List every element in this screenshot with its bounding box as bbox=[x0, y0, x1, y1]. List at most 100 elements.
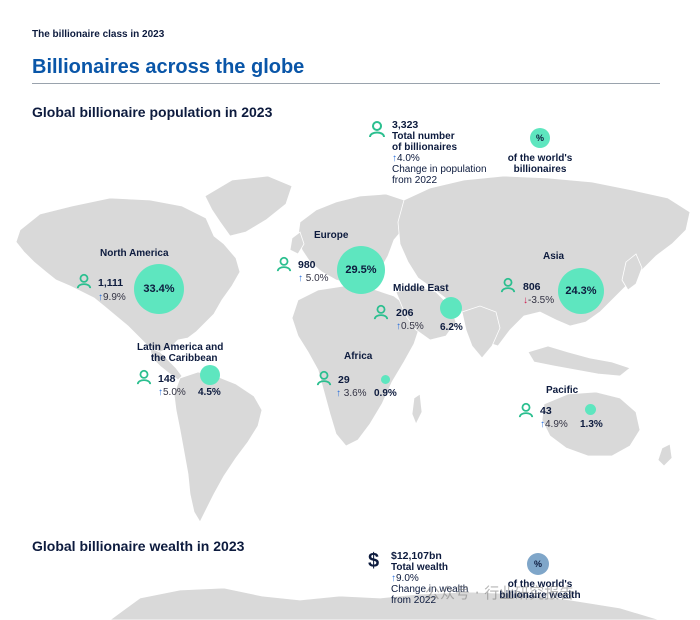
region-change-value: 0.5% bbox=[401, 321, 424, 332]
north-america-shape bbox=[15, 197, 241, 353]
person-icon bbox=[369, 121, 385, 138]
region-name-middle-east: Middle East bbox=[393, 283, 449, 294]
middle-east-shape bbox=[395, 285, 457, 341]
pct-label-latam: 4.5% bbox=[198, 387, 221, 398]
legend-change-value: 4.0% bbox=[397, 153, 420, 164]
region-count-africa: 29 bbox=[338, 374, 350, 386]
bubble-asia: 24.3% bbox=[558, 268, 604, 314]
legend-change: ↑4.0% bbox=[392, 153, 487, 164]
wealth-pct-label-1: of the world's bbox=[507, 579, 573, 590]
madagascar-shape bbox=[411, 393, 423, 425]
person-icon bbox=[76, 273, 92, 289]
region-change-value: -3.5% bbox=[528, 295, 555, 306]
page-title: Billionaires across the globe bbox=[32, 56, 305, 78]
region-count-latam: 148 bbox=[158, 373, 176, 385]
region-change-value: 4.9% bbox=[545, 419, 568, 430]
region-change-asia: ↓-3.5% bbox=[523, 295, 554, 306]
kicker: The billionaire class in 2023 bbox=[32, 29, 165, 40]
africa-shape bbox=[291, 285, 421, 447]
region-change-north-america: ↑9.9% bbox=[98, 292, 126, 303]
region-name-pacific: Pacific bbox=[546, 385, 579, 396]
wealth-pct-label-2: billionaire wealth bbox=[499, 590, 581, 601]
legend-pct-bubble: % bbox=[530, 128, 550, 148]
region-name-europe: Europe bbox=[314, 230, 349, 241]
up-arrow-icon: ↑ bbox=[396, 321, 401, 332]
up-arrow-icon: ↑ bbox=[158, 387, 163, 398]
bubble-europe: 29.5% bbox=[337, 246, 385, 294]
legend-change-label-2: from 2022 bbox=[392, 175, 438, 186]
region-change-africa: ↑ 3.6% bbox=[336, 388, 367, 399]
bubble-latam bbox=[200, 365, 220, 385]
dollar-icon: $ bbox=[368, 550, 380, 572]
up-arrow-icon: ↑ bbox=[98, 292, 103, 303]
up-arrow-icon: ↑ bbox=[392, 153, 397, 164]
region-name-africa: Africa bbox=[344, 351, 373, 362]
person-icon bbox=[518, 402, 534, 418]
region-change-value: 5.0% bbox=[305, 273, 329, 284]
wealth-section-title: Global billionaire wealth in 2023 bbox=[32, 538, 245, 554]
bubble-middle-east bbox=[440, 297, 462, 319]
legend-total: 3,323 Total number of billionaires ↑4.0%… bbox=[392, 119, 487, 186]
wealth-map-preview-shape bbox=[109, 587, 661, 620]
region-name-latam-line-2: the Caribbean bbox=[150, 353, 218, 364]
legend-pct-label-1: of the world's bbox=[507, 153, 573, 164]
person-icon bbox=[136, 369, 152, 385]
wealth-pct-label: of the world's billionaire wealth bbox=[498, 579, 582, 601]
region-name-latam: Latin America and the Caribbean bbox=[137, 342, 223, 364]
wealth-pct-bubble: % bbox=[527, 553, 549, 575]
legend-pct-label: of the world's billionaires bbox=[504, 153, 576, 175]
pct-label-pacific: 1.3% bbox=[580, 419, 603, 430]
india-shape bbox=[461, 305, 501, 359]
region-change-pacific: ↑4.9% bbox=[540, 419, 568, 430]
legend-total-label-1: Total number bbox=[392, 131, 455, 142]
title-divider bbox=[32, 83, 660, 84]
region-count-europe: 980 bbox=[298, 259, 316, 271]
region-name-latam-line-1: Latin America and bbox=[137, 342, 224, 353]
up-arrow-icon: ↑ bbox=[298, 273, 303, 284]
region-name-north-america: North America bbox=[100, 248, 169, 259]
legend-change-label-1: Change in population bbox=[392, 164, 487, 175]
wealth-change-value: 9.0% bbox=[396, 573, 419, 584]
region-change-value: 3.6% bbox=[343, 388, 367, 399]
pct-label-middle-east: 6.2% bbox=[440, 322, 463, 333]
asia-shape bbox=[397, 175, 691, 347]
new-zealand-shape bbox=[657, 443, 673, 467]
legend-pct-label-2: billionaires bbox=[513, 164, 567, 175]
region-count-asia: 806 bbox=[523, 281, 541, 293]
person-icon bbox=[316, 370, 332, 386]
bubble-north-america: 33.4% bbox=[134, 264, 184, 314]
wealth-change: ↑9.0% bbox=[391, 573, 468, 584]
bubble-pacific bbox=[585, 404, 596, 415]
bubble-africa bbox=[381, 375, 390, 384]
region-change-middle-east: ↑0.5% bbox=[396, 321, 424, 332]
region-count-north-america: 1,111 bbox=[98, 277, 124, 289]
down-arrow-icon: ↓ bbox=[523, 295, 528, 306]
legend-total-value: 3,323 bbox=[392, 119, 419, 131]
japan-shape bbox=[621, 253, 643, 291]
up-arrow-icon: ↑ bbox=[391, 573, 396, 584]
australia-shape bbox=[541, 391, 641, 457]
person-icon bbox=[373, 304, 389, 320]
wealth-legend-total: $12,107bn Total wealth ↑9.0% Change in w… bbox=[391, 550, 468, 606]
wealth-change-label-1: Change in wealth bbox=[391, 584, 469, 595]
uk-shape bbox=[289, 231, 305, 255]
up-arrow-icon: ↑ bbox=[540, 419, 545, 430]
region-count-middle-east: 206 bbox=[396, 307, 414, 319]
south-america-shape bbox=[173, 371, 263, 523]
region-change-value: 5.0% bbox=[163, 387, 186, 398]
population-section-title: Global billionaire population in 2023 bbox=[32, 104, 273, 120]
greenland-shape bbox=[204, 175, 293, 237]
person-icon bbox=[276, 256, 292, 272]
legend-total-label-2: of billionaires bbox=[392, 142, 458, 153]
pct-label-africa: 0.9% bbox=[374, 388, 397, 399]
wealth-total-value: $12,107bn bbox=[391, 550, 442, 562]
region-count-pacific: 43 bbox=[540, 405, 552, 417]
region-name-asia: Asia bbox=[543, 251, 565, 262]
person-icon bbox=[500, 277, 516, 293]
wealth-total-label: Total wealth bbox=[391, 562, 449, 573]
region-change-europe: ↑ 5.0% bbox=[298, 273, 329, 284]
region-change-value: 9.9% bbox=[103, 292, 126, 303]
wealth-change-label-2: from 2022 bbox=[391, 595, 437, 606]
watermark: 公众号 · 行业研究报告 bbox=[425, 584, 575, 602]
